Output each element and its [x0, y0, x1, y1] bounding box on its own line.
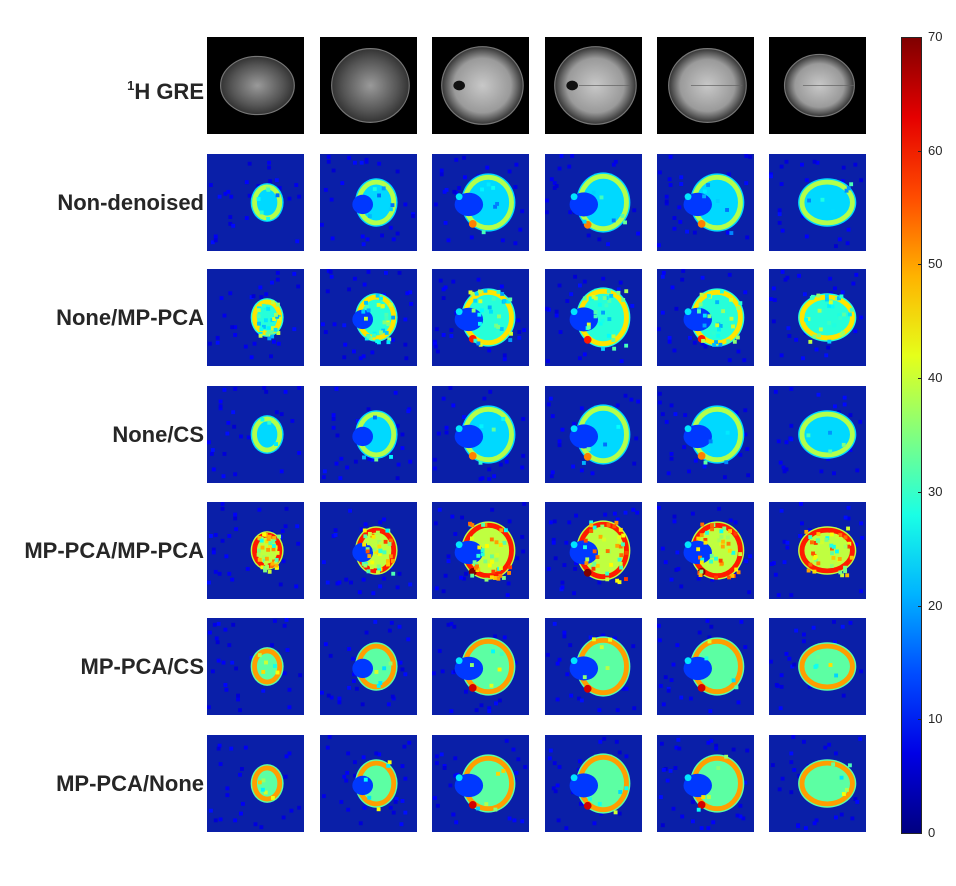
colorbar-tick-mark	[918, 150, 922, 152]
row-label-text: MP-PCA/CS	[80, 653, 204, 679]
map-image	[657, 269, 754, 366]
colorbar-tick-label: 60	[928, 142, 943, 158]
row-label: 1H GRE	[0, 73, 204, 105]
map-image	[545, 735, 642, 832]
colorbar-tick-label: 30	[928, 483, 943, 499]
colorbar-tick-mark	[918, 719, 922, 721]
row-label: Non-denoised	[0, 190, 204, 216]
anatomical-image	[432, 37, 529, 134]
anatomical-image	[320, 37, 417, 134]
colorbar-tick-mark	[918, 37, 922, 38]
row-label-text: Non-denoised	[57, 189, 204, 215]
colorbar-tick-label: 40	[928, 370, 943, 386]
map-image	[432, 502, 529, 599]
map-image	[432, 618, 529, 715]
map-image	[657, 502, 754, 599]
map-image	[432, 735, 529, 832]
colorbar-tick-label: 0	[928, 825, 936, 840]
anatomical-image	[769, 37, 866, 134]
map-image	[545, 618, 642, 715]
map-image	[769, 386, 866, 483]
colorbar-tick-mark	[918, 491, 922, 493]
map-image	[207, 386, 304, 483]
map-image	[207, 154, 304, 251]
row-label: MP-PCA/CS	[0, 654, 204, 680]
map-image	[769, 502, 866, 599]
map-image	[207, 502, 304, 599]
row-label: MP-PCA/None	[0, 771, 204, 797]
row-label-text: None/MP-PCA	[56, 304, 204, 330]
map-image	[207, 269, 304, 366]
map-image	[657, 386, 754, 483]
colorbar-tick-mark	[918, 605, 922, 607]
map-image	[207, 735, 304, 832]
map-image	[545, 269, 642, 366]
anatomical-image	[207, 37, 304, 134]
anatomical-image	[657, 37, 754, 134]
row-label-superscript: 1	[127, 77, 135, 93]
map-image	[769, 269, 866, 366]
map-image	[545, 386, 642, 483]
row-label: MP-PCA/MP-PCA	[0, 538, 204, 564]
map-image	[657, 618, 754, 715]
map-image	[545, 502, 642, 599]
map-image	[769, 618, 866, 715]
map-image	[545, 154, 642, 251]
map-image	[320, 386, 417, 483]
colorbar	[901, 37, 922, 834]
colorbar-tick-mark	[918, 264, 922, 266]
colorbar-tick-mark	[918, 378, 922, 380]
colorbar-tick-label: 70	[928, 29, 943, 44]
colorbar-tick-label: 50	[928, 256, 943, 272]
map-image	[207, 618, 304, 715]
anatomical-image	[545, 37, 642, 134]
map-image	[432, 269, 529, 366]
map-image	[432, 154, 529, 251]
row-label: None/MP-PCA	[0, 305, 204, 331]
colorbar-tick-label: 10	[928, 711, 943, 727]
map-image	[320, 154, 417, 251]
row-label: None/CS	[0, 422, 204, 448]
colorbar-tick-mark	[918, 833, 922, 834]
map-image	[657, 154, 754, 251]
map-image	[432, 386, 529, 483]
row-label-text: MP-PCA/None	[56, 770, 204, 796]
map-image	[320, 502, 417, 599]
map-image	[320, 618, 417, 715]
map-image	[769, 154, 866, 251]
map-image	[320, 735, 417, 832]
row-label-text: None/CS	[112, 421, 204, 447]
map-image	[320, 269, 417, 366]
map-image	[769, 735, 866, 832]
row-label-text: H GRE	[134, 78, 204, 104]
map-image	[657, 735, 754, 832]
colorbar-tick-label: 20	[928, 597, 943, 613]
row-label-text: MP-PCA/MP-PCA	[24, 537, 204, 563]
